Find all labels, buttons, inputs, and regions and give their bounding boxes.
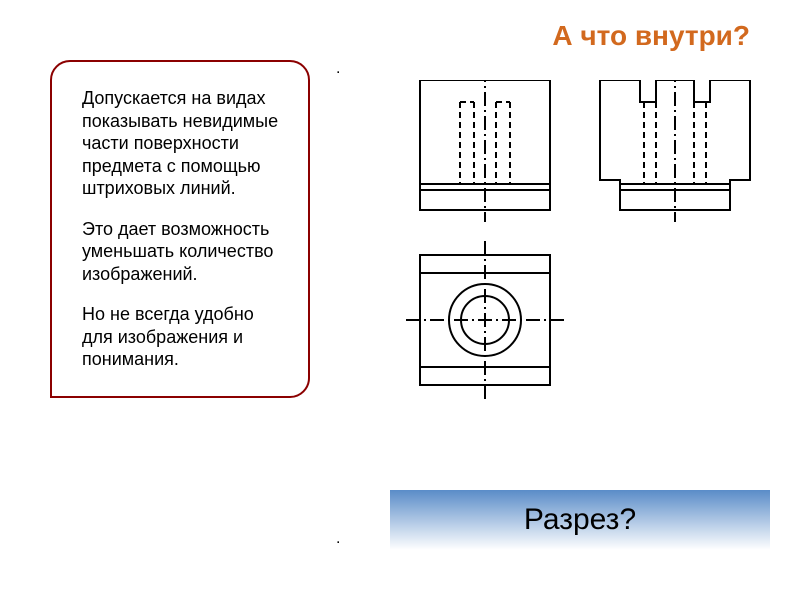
technical-drawings [390,80,770,420]
top-view [406,241,564,399]
page-title: А что внутри? [552,20,750,52]
info-paragraph-3: Но не всегда удобно для изображения и по… [82,303,288,371]
section-question-banner: Разрез? [390,490,770,550]
info-textbox: Допускается на видах показывать невидимы… [50,60,310,398]
bullet-dot-top: . [336,60,340,78]
side-view [600,80,750,222]
front-view [420,80,550,222]
section-question-text: Разрез? [524,503,636,537]
info-paragraph-1: Допускается на видах показывать невидимы… [82,87,288,200]
bullet-dot-bottom: . [336,530,340,548]
info-paragraph-2: Это дает возможность уменьшать количеств… [82,218,288,286]
